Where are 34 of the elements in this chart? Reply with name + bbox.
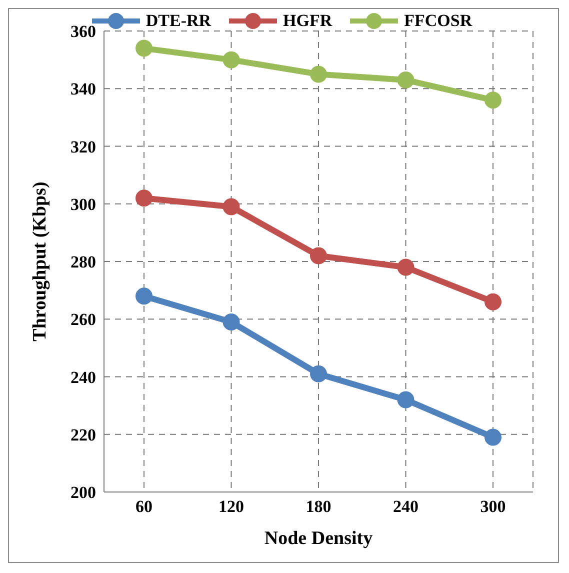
point xyxy=(310,66,327,83)
point xyxy=(136,190,152,207)
legend-label: FFCOSR xyxy=(403,11,472,31)
y-tick-label: 200 xyxy=(70,483,96,502)
y-tick-label: 300 xyxy=(70,194,96,214)
y-axis-title: Throughput (Kbps) xyxy=(30,182,51,342)
point xyxy=(484,293,502,310)
point xyxy=(484,428,502,446)
point xyxy=(397,258,414,276)
legend-label: HGFR xyxy=(282,11,332,31)
point xyxy=(222,198,240,216)
point xyxy=(484,92,502,109)
legend-label: DTE-RR xyxy=(146,11,212,30)
y-tick-label: 340 xyxy=(70,80,96,99)
point xyxy=(222,51,240,68)
x-tick-label: 60 xyxy=(136,497,152,516)
y-tick-label: 280 xyxy=(70,252,96,272)
y-tick-label: 220 xyxy=(70,425,96,444)
x-tick-label: 300 xyxy=(480,497,506,516)
point xyxy=(136,288,152,305)
y-tick-label: 360 xyxy=(70,22,96,42)
y-tick-label: 240 xyxy=(70,368,96,387)
point xyxy=(397,71,414,88)
point xyxy=(310,247,327,264)
point xyxy=(222,314,240,331)
y-tick-label: 320 xyxy=(70,137,96,156)
point xyxy=(310,365,327,382)
point xyxy=(136,40,152,57)
x-tick-label: 120 xyxy=(218,497,244,516)
x-axis-title: Node Density xyxy=(264,528,374,549)
point xyxy=(397,391,414,408)
y-tick-label: 260 xyxy=(70,310,96,330)
x-tick-label: 180 xyxy=(306,497,332,516)
x-tick-label: 240 xyxy=(393,497,418,516)
